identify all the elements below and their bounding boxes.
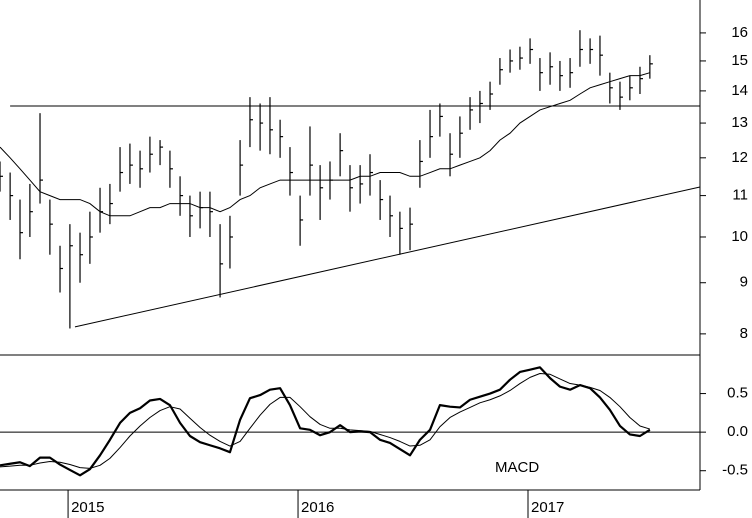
y-tick-label: 10	[731, 228, 748, 245]
x-tick-label: 2017	[531, 499, 564, 516]
y-tick-label: 15	[731, 52, 748, 69]
y-tick-label: -0.5	[722, 462, 748, 479]
y-tick-label: 12	[731, 149, 748, 166]
indicator-line	[0, 373, 651, 469]
y-tick-label: 14	[731, 82, 748, 99]
indicator-line	[0, 366, 651, 477]
y-tick-label: 13	[731, 114, 748, 131]
x-tick-label: 2016	[301, 499, 334, 516]
y-tick-label: 11	[732, 187, 748, 204]
moving-average	[0, 72, 651, 217]
y-tick-label: 9	[740, 274, 748, 291]
y-tick-label: 8	[740, 325, 748, 342]
y-tick-label: 16	[731, 24, 748, 41]
y-tick-label: 0.0	[727, 423, 748, 440]
y-tick-label: 0.5	[727, 385, 748, 402]
x-tick-label: 2015	[71, 499, 104, 516]
trendline	[74, 186, 701, 328]
indicator-label: MACD	[495, 459, 539, 476]
